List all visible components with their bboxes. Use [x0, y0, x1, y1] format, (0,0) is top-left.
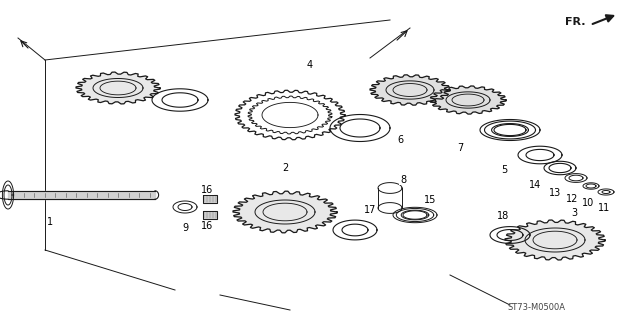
- Text: 15: 15: [424, 195, 436, 205]
- Text: FR.: FR.: [565, 17, 586, 27]
- Text: 12: 12: [566, 194, 578, 204]
- Text: 17: 17: [364, 205, 376, 215]
- Polygon shape: [370, 75, 450, 105]
- Text: 11: 11: [598, 203, 610, 213]
- Text: 13: 13: [549, 188, 561, 198]
- Text: 1: 1: [47, 217, 53, 227]
- Text: 8: 8: [400, 175, 406, 185]
- Polygon shape: [203, 211, 217, 219]
- Text: 10: 10: [582, 198, 594, 208]
- Text: 9: 9: [182, 223, 188, 233]
- Text: 2: 2: [282, 163, 288, 173]
- Text: 16: 16: [201, 185, 213, 195]
- Text: 3: 3: [571, 208, 577, 218]
- Polygon shape: [8, 191, 155, 199]
- Text: 16: 16: [201, 221, 213, 231]
- Polygon shape: [233, 191, 337, 233]
- Polygon shape: [76, 72, 160, 104]
- Text: ST73-M0500A: ST73-M0500A: [508, 303, 566, 313]
- Polygon shape: [203, 195, 217, 203]
- Text: 7: 7: [457, 143, 463, 153]
- Polygon shape: [430, 86, 506, 114]
- Text: 6: 6: [397, 135, 403, 145]
- Text: 4: 4: [307, 60, 313, 70]
- Text: 14: 14: [529, 180, 541, 190]
- Text: 5: 5: [501, 165, 507, 175]
- Polygon shape: [505, 220, 605, 260]
- Text: 18: 18: [497, 211, 509, 221]
